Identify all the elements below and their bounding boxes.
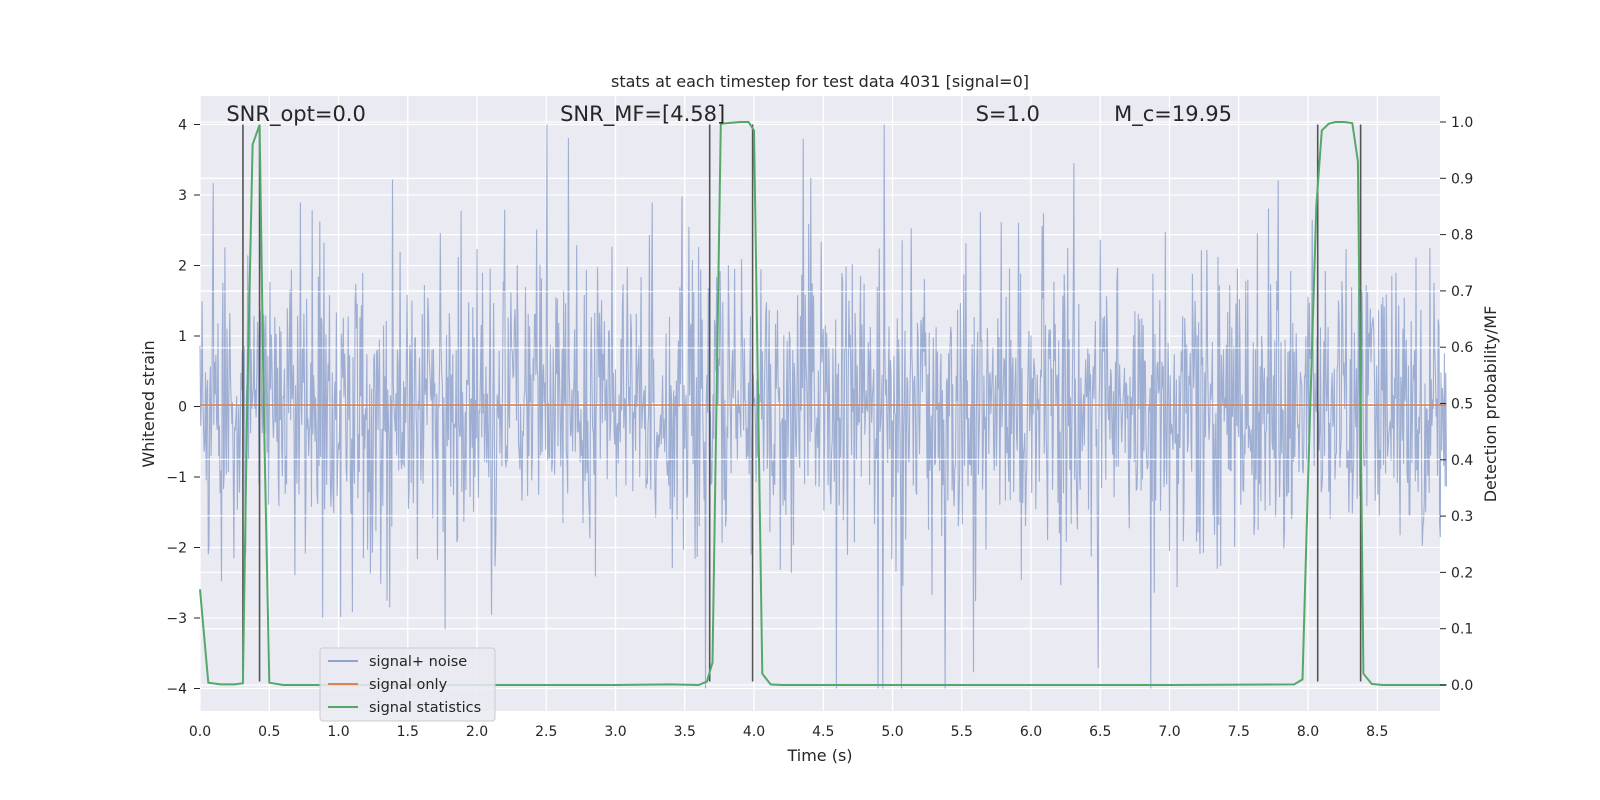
chart-title: stats at each timestep for test data 403…	[611, 72, 1029, 91]
y2-tick-label: 0.5	[1451, 397, 1473, 413]
x-tick-label: 3.0	[604, 724, 626, 740]
annotation-1: SNR_MF=[4.58]	[560, 102, 725, 127]
y-axis-label: Whitened strain	[139, 340, 158, 467]
y-tick-label: 2	[178, 259, 187, 275]
y2-tick-label: 0.0	[1451, 678, 1473, 694]
x-tick-label: 1.5	[397, 724, 419, 740]
x-tick-label: 5.0	[881, 724, 903, 740]
signal-statistics-line	[199, 121, 1447, 687]
y-tick-label: −4	[166, 682, 187, 698]
y-tick-label: 1	[178, 329, 187, 345]
legend-box	[319, 647, 496, 722]
x-tick-label: 4.5	[812, 724, 834, 740]
y2-tick-label: 0.9	[1451, 171, 1473, 187]
x-tick-label: 7.0	[1158, 724, 1180, 740]
x-tick-label: 0.0	[189, 724, 211, 740]
legend-label-signal-only: signal only	[369, 677, 448, 693]
annotation-0: SNR_opt=0.0	[226, 102, 366, 127]
y2-tick-label: 0.4	[1451, 453, 1473, 469]
y2-tick-label: 0.6	[1451, 340, 1473, 356]
y2-tick-label: 0.2	[1451, 565, 1473, 581]
x-tick-label: 8.5	[1366, 724, 1388, 740]
x-tick-label: 4.0	[743, 724, 765, 740]
x-axis: 0.0 0.5 1.0 1.5 2.0 2.5 3.0 3.5 4.0 4.5 5.0 5.5 6.0 6…	[189, 724, 1389, 740]
x-tick-label: 8.0	[1297, 724, 1319, 740]
legend: signal+ noise signal only signal statist…	[319, 647, 496, 722]
y-tick-label: −2	[166, 541, 187, 557]
y-tick-label: 4	[178, 118, 187, 134]
x-tick-label: 6.5	[1089, 724, 1111, 740]
annotation-2: S=1.0	[976, 102, 1040, 126]
y-tick-label: −3	[166, 611, 187, 627]
y-axis-right: 0.0 0.1 0.2 0.3 0.4 0.5 0.6 0.7 0.8 0.9 1.0	[1440, 115, 1473, 694]
x-tick-label: 3.5	[674, 724, 696, 740]
annotation-3: M_c=19.95	[1114, 102, 1232, 127]
y2-tick-label: 1.0	[1451, 115, 1473, 131]
y-tick-label: 0	[178, 400, 187, 416]
x-axis-label: Time (s)	[786, 746, 852, 765]
legend-label-signal-noise: signal+ noise	[369, 654, 467, 670]
annotations: SNR_opt=0.0 SNR_MF=[4.58] S=1.0 M_c=19.95	[226, 102, 1232, 127]
y-axis-left: −4 −3 −2 −1 0 1 2 3 4	[166, 118, 200, 698]
x-tick-label: 2.5	[535, 724, 557, 740]
signal-noise-line	[199, 124, 1448, 689]
y2-tick-label: 0.3	[1451, 509, 1473, 525]
noise-series	[199, 124, 1448, 689]
x-tick-label: 0.5	[258, 724, 280, 740]
overlay-lines	[199, 121, 1447, 687]
y2-tick-label: 0.1	[1451, 622, 1473, 638]
y2-axis-label: Detection probability/MF	[1481, 306, 1500, 503]
y2-tick-label: 0.7	[1451, 284, 1473, 300]
y-tick-label: −1	[166, 470, 187, 486]
legend-label-signal-statistics: signal statistics	[369, 700, 481, 716]
y2-tick-label: 0.8	[1451, 228, 1473, 244]
x-tick-label: 5.5	[951, 724, 973, 740]
x-tick-label: 2.0	[466, 724, 488, 740]
x-tick-label: 7.5	[1228, 724, 1250, 740]
x-tick-label: 6.0	[1020, 724, 1042, 740]
y-tick-label: 3	[178, 188, 187, 204]
x-tick-label: 1.0	[327, 724, 349, 740]
